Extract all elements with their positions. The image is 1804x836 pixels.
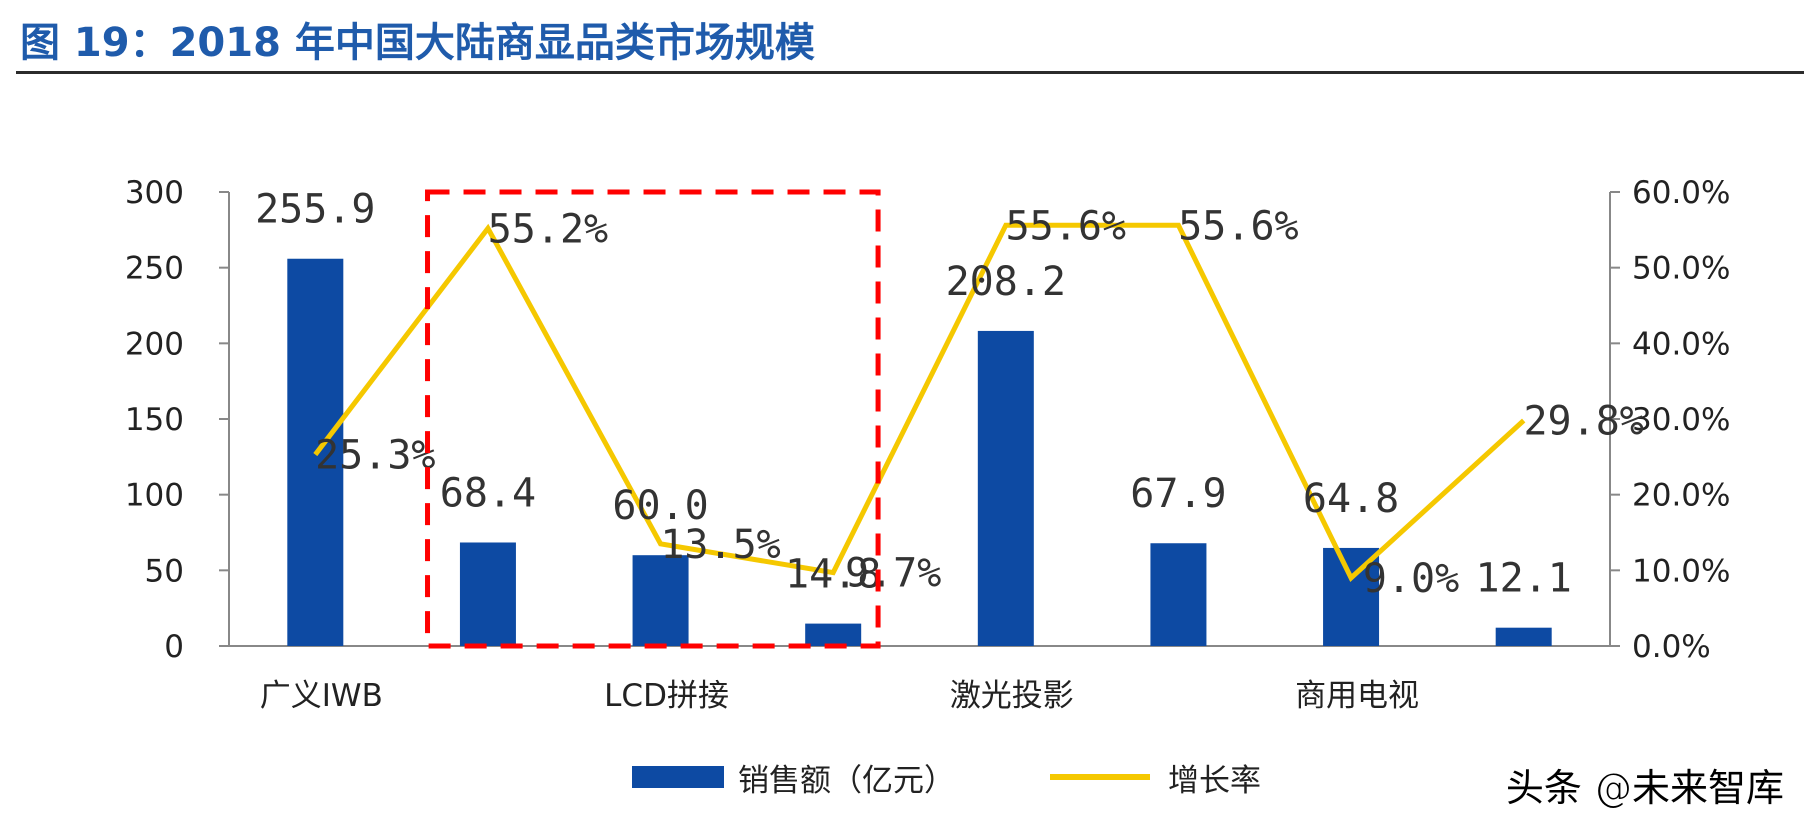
y-tick-label-left: 150 [125,402,184,438]
data-labels: 255.9 68.4 60.0 14.8 208.2 67.9 64.8 12.1 25.3% 5… [255,187,1644,602]
bar-value-label: 255.9 [255,187,375,233]
bar [805,623,862,646]
x-category-label: LCD拼接 [604,678,729,714]
legend-swatch-line [1050,774,1150,780]
line-series [313,222,1526,582]
bar [1495,627,1552,646]
legend-item-sales: 销售额（亿元） [632,757,955,799]
bar [459,542,516,646]
bar [977,330,1034,646]
y-tick-label-right: 60.0% [1632,175,1730,211]
bar-value-label: 60.0 [612,483,708,529]
y-tick-label-left: 100 [125,478,184,514]
y-tick-label-right: 0.0% [1632,629,1711,665]
growth-value-label: 9.7% [845,551,941,597]
y-tick-label-right: 50.0% [1632,251,1730,287]
x-category-label: 商用电视 [1295,678,1419,714]
y-tick-label-right: 30.0% [1632,402,1730,438]
growth-value-label: 25.3% [315,433,435,479]
y-tick-label-right: 10.0% [1632,553,1730,589]
growth-value-label: 55.6% [1178,203,1298,249]
bar-value-label: 208.2 [946,259,1066,305]
y-tick-label-left: 0 [164,629,184,665]
legend-label-growth: 增长率 [1168,762,1261,799]
growth-value-label: 13.5% [660,522,780,568]
highlight-dashed-box [425,189,881,649]
x-category-label: 激光投影 [950,678,1074,714]
bar-value-label: 68.4 [440,470,536,516]
y-tick-label-left: 50 [145,553,184,589]
x-category-label: 广义IWB [260,678,383,714]
legend-label-sales: 销售额（亿元） [738,762,955,799]
highlight-box [425,189,881,649]
watermark: 头条 @未来智库 [1505,766,1784,810]
figure-title: 图 19：2018 年中国大陆商显品类市场规模 [20,20,815,66]
bar-value-label: 12.1 [1476,556,1572,602]
legend-swatch-bar [632,766,724,788]
y-tick-label-right: 20.0% [1632,478,1730,514]
bar-value-label: 14.8 [785,552,881,598]
bar-value-label: 67.9 [1130,471,1226,517]
chart-axes: 0 50 100 150 200 250 300 0.0% 10.0% 20.0% 30.0% 40.… [125,175,1731,714]
bar [1323,547,1380,646]
y-tick-label-right: 40.0% [1632,326,1730,362]
growth-value-label: 29.8% [1523,399,1643,445]
title-divider [16,71,1804,74]
growth-line [313,222,1526,582]
growth-value-label: 55.2% [488,206,608,252]
growth-value-label: 55.6% [1006,203,1126,249]
bar-value-label: 64.8 [1303,476,1399,522]
growth-value-label: 9.0% [1363,556,1459,602]
y-tick-label-left: 300 [125,175,184,211]
bar [632,555,689,646]
bar [1150,543,1207,646]
y-tick-label-left: 200 [125,326,184,362]
legend-item-growth: 增长率 [1050,757,1261,799]
y-tick-label-left: 250 [125,251,184,287]
